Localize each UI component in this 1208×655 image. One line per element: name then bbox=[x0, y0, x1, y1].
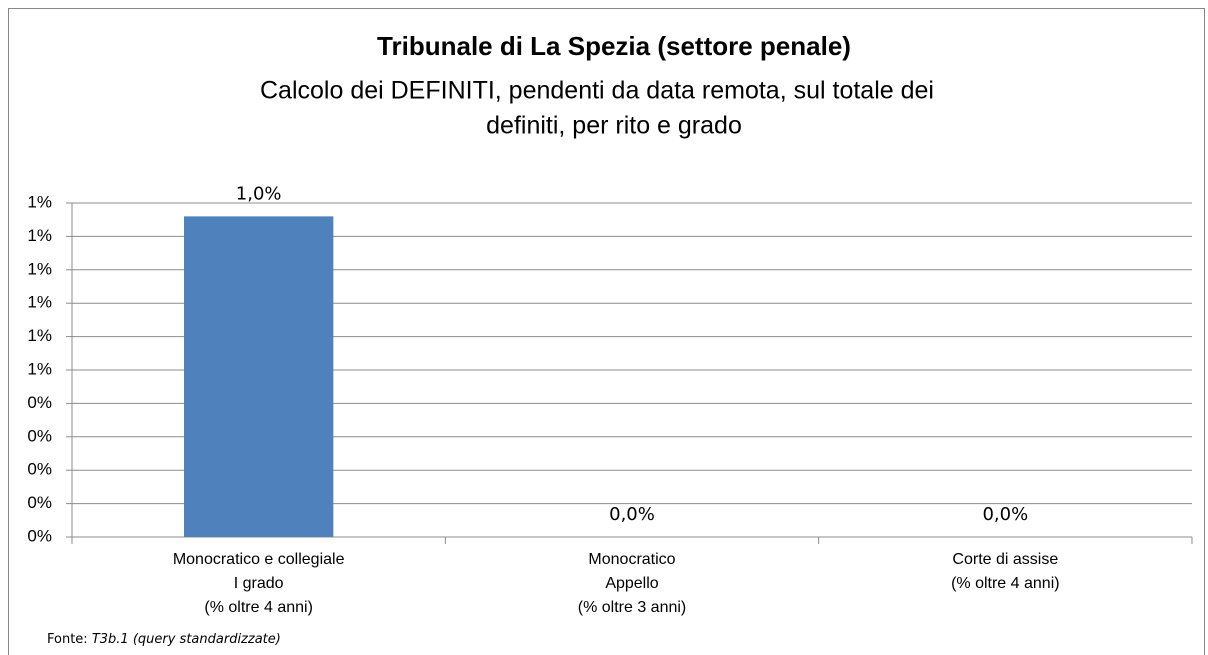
y-tick-label: 0% bbox=[27, 526, 52, 545]
y-tick-label: 0% bbox=[27, 493, 52, 512]
x-tick-label: (% oltre 3 anni) bbox=[578, 599, 687, 616]
y-tick-label: 1% bbox=[27, 226, 52, 245]
y-tick-label: 1% bbox=[27, 192, 52, 211]
x-tick-label: Monocratico e collegiale bbox=[173, 551, 345, 568]
value-label: 0,0% bbox=[982, 504, 1028, 525]
x-tick-label: I grado bbox=[234, 575, 284, 592]
y-tick-label: 0% bbox=[27, 393, 52, 412]
source: Fonte: T3b.1 (query standardizzate) bbox=[47, 632, 281, 647]
chart-subtitle: Calcolo dei DEFINITI, pendenti da data r… bbox=[260, 77, 934, 105]
y-tick-label: 1% bbox=[27, 259, 52, 278]
y-tick-label: 0% bbox=[27, 426, 52, 445]
x-tick-label: Appello bbox=[605, 575, 658, 592]
value-label: 1,0% bbox=[236, 183, 282, 204]
x-tick-label: (% oltre 4 anni) bbox=[204, 599, 313, 616]
y-tick-label: 0% bbox=[27, 460, 52, 479]
x-tick-label: Monocratico bbox=[588, 551, 675, 568]
chart-title: Tribunale di La Spezia (settore penale) bbox=[377, 31, 851, 61]
x-tick-label: Corte di assise bbox=[952, 551, 1058, 568]
y-tick-label: 1% bbox=[27, 326, 52, 345]
y-tick-label: 1% bbox=[27, 359, 52, 378]
x-tick-label: (% oltre 4 anni) bbox=[951, 575, 1060, 592]
chart-subtitle: definiti, per rito e grado bbox=[486, 112, 742, 140]
source-label: Fonte: bbox=[47, 632, 88, 647]
source-text: T3b.1 (query standardizzate) bbox=[92, 632, 281, 647]
bar bbox=[184, 216, 334, 538]
value-label: 0,0% bbox=[609, 504, 655, 525]
y-tick-label: 1% bbox=[27, 293, 52, 312]
